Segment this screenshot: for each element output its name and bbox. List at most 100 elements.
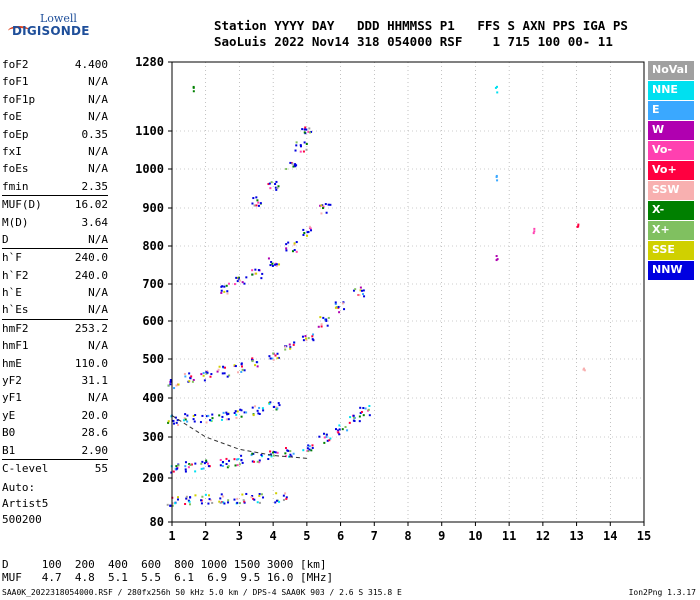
echo-point [254,364,257,367]
echo-point [206,370,209,373]
echo-point [328,439,331,442]
param-value: N/A [88,303,108,317]
polarization-legend: NoVal NNE E W Vo- Vo+ SSW X- X+ SSE NNW [648,61,694,281]
echo-point [260,493,263,496]
echo-point [167,384,170,387]
echo-point [211,417,214,420]
echo-point [221,464,224,467]
echo-point [225,418,228,421]
x-tick-label: 7 [371,529,378,543]
x-tick-label: 8 [404,529,411,543]
legend-item-vo: Vo- [648,140,694,160]
echo-point [294,163,297,166]
echo-point [241,281,244,284]
x-tick-label: 15 [637,529,651,543]
param-value: N/A [88,286,108,300]
echo-point [201,460,204,463]
trace-f2-2nd-hop [167,286,366,390]
y-tick-label: 500 [142,352,164,366]
param-value: N/A [88,92,108,106]
echo-point [293,341,296,344]
echo-point [190,375,193,378]
x-tick-label: 6 [337,529,344,543]
echo-point [284,345,287,348]
echo-point [211,501,214,504]
echo-point [216,370,219,373]
echo-point [275,188,278,191]
ionogram-parameters: foF2 4.400 foF1 N/A foF1p N/A foE N/A foEp 0.35 fx… [2,56,108,477]
y-tick-label: 1000 [135,162,164,176]
param-name: hmF2 [2,321,29,335]
echo-point [252,414,255,417]
echo-point [496,258,499,261]
echo-point [257,201,260,204]
echo-point [271,451,274,454]
echo-point [176,419,179,422]
logo-line2: DIGISONDE [12,24,90,38]
echo-point [219,501,222,504]
echo-point [290,455,293,458]
param-name: foF1 [2,75,29,89]
echo-point [495,174,498,177]
echo-point [220,289,223,292]
echo-point [305,142,308,145]
echo-point [171,502,174,505]
echo-point [305,148,308,151]
echo-point [188,380,191,383]
echo-point [352,416,355,419]
distance-row: D 100 200 400 600 800 1000 1500 3000 [km… [2,558,327,571]
header-line2: SaoLuis 2022 Nov14 318 054000 RSF 1 715 … [214,34,613,49]
echo-point [284,447,287,450]
echo-point [495,255,498,258]
echo-point [226,466,229,469]
echo-point [208,419,211,422]
echo-point [329,437,332,440]
param-name: MUF(D) [2,198,42,212]
param-value: 16.02 [74,198,108,212]
echo-point [295,250,298,253]
echo-point [220,285,223,288]
echo-point [237,276,240,279]
echo-point [275,180,278,183]
echo-point [260,277,263,280]
echo-point [205,372,208,375]
y-tick-label: 1100 [135,124,164,138]
echo-point [288,343,291,346]
echo-point [343,308,346,311]
param-name: h`F [2,251,22,265]
echo-point [253,498,256,501]
echo-point [301,128,304,131]
echo-point [240,370,243,373]
param-value: 31.1 [81,374,109,388]
x-tick-label: 9 [438,529,445,543]
echo-point [308,448,311,451]
param-name: h`Es [2,303,29,317]
echo-point [236,501,239,504]
echo-point [327,316,330,319]
echo-point [223,285,226,288]
echo-point [277,402,280,405]
param-separator [2,195,108,197]
echo-point [294,149,297,152]
echo-point [252,197,255,200]
echo-point [221,460,224,463]
echo-point [338,311,341,314]
param-value: N/A [88,339,108,353]
echo-point [358,294,361,297]
header-line1: Station YYYY DAY DDD HHMMSS P1 FFS S AXN… [214,18,628,33]
echo-point [174,502,177,505]
plot-grid [171,61,645,523]
echo-point [362,414,365,417]
echo-point [302,233,305,236]
echo-point [255,361,258,364]
x-tick-label: 5 [303,529,310,543]
echo-point [311,444,314,447]
echo-point [200,462,203,465]
y-tick-label: 900 [142,201,164,215]
x-tick-label: 13 [569,529,583,543]
echo-point [274,263,277,266]
echo-point [204,493,207,496]
echo-point [233,364,236,367]
echo-point [359,411,362,414]
param-name: yE [2,408,16,422]
